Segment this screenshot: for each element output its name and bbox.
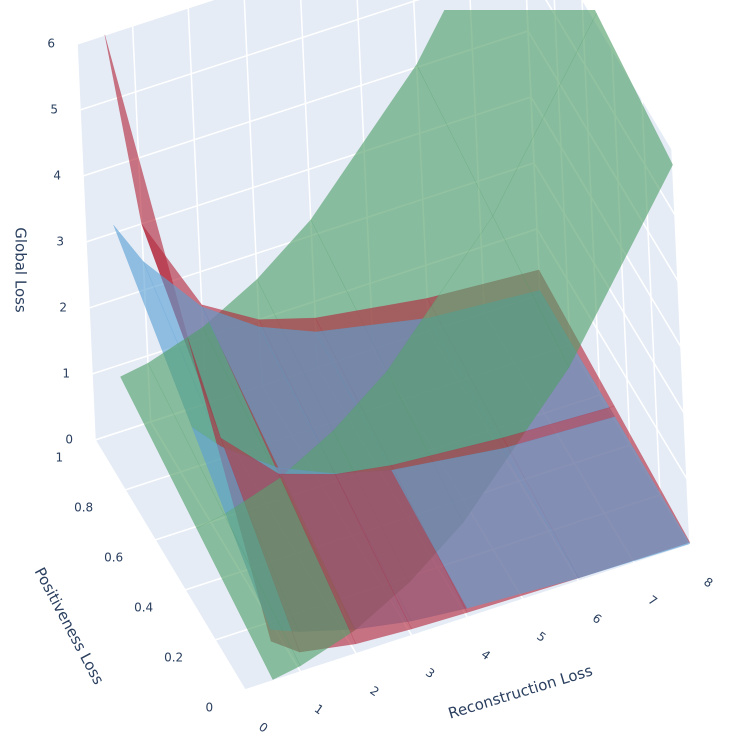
x-tick-label: 4 — [479, 647, 493, 663]
x-tick-label: 8 — [701, 575, 715, 591]
z-tick-label: 1 — [62, 367, 70, 381]
z-tick-label: 2 — [59, 301, 67, 315]
x-tick-label: 0 — [256, 720, 270, 733]
x-tick-label: 1 — [312, 702, 326, 718]
z-tick-label: 6 — [47, 37, 55, 51]
y-tick-label: 0.8 — [74, 500, 93, 514]
y-tick-label: 0.2 — [164, 650, 183, 664]
x-tick-label: 2 — [367, 683, 381, 699]
y-tick-label: 0.6 — [104, 550, 123, 564]
grid-line — [244, 544, 691, 691]
x-tick-label: 6 — [590, 611, 604, 627]
z-tick-label: 5 — [50, 103, 58, 117]
x-tick-label: 3 — [423, 665, 437, 681]
y-tick-label: 0.4 — [134, 600, 153, 614]
grid-line — [79, 0, 421, 111]
z-axis-title: Global Loss — [12, 227, 30, 313]
grid-line — [94, 439, 246, 691]
x-axis-title: Reconstruction Loss — [446, 661, 595, 722]
surfaces — [104, 10, 691, 680]
z-tick-label: 3 — [56, 235, 64, 249]
surface-patch — [503, 416, 691, 579]
y-tick-label: 0 — [206, 700, 214, 714]
x-tick-label: 7 — [646, 593, 660, 609]
y-axis-title: Positiveness Loss — [31, 564, 108, 687]
x-tick-label: 5 — [534, 629, 548, 645]
z-tick-label: 4 — [53, 169, 61, 183]
y-tick-label: 1 — [56, 450, 64, 464]
z-tick-label: 0 — [65, 433, 73, 447]
grid-line — [76, 0, 215, 45]
surface-patch — [492, 12, 673, 368]
